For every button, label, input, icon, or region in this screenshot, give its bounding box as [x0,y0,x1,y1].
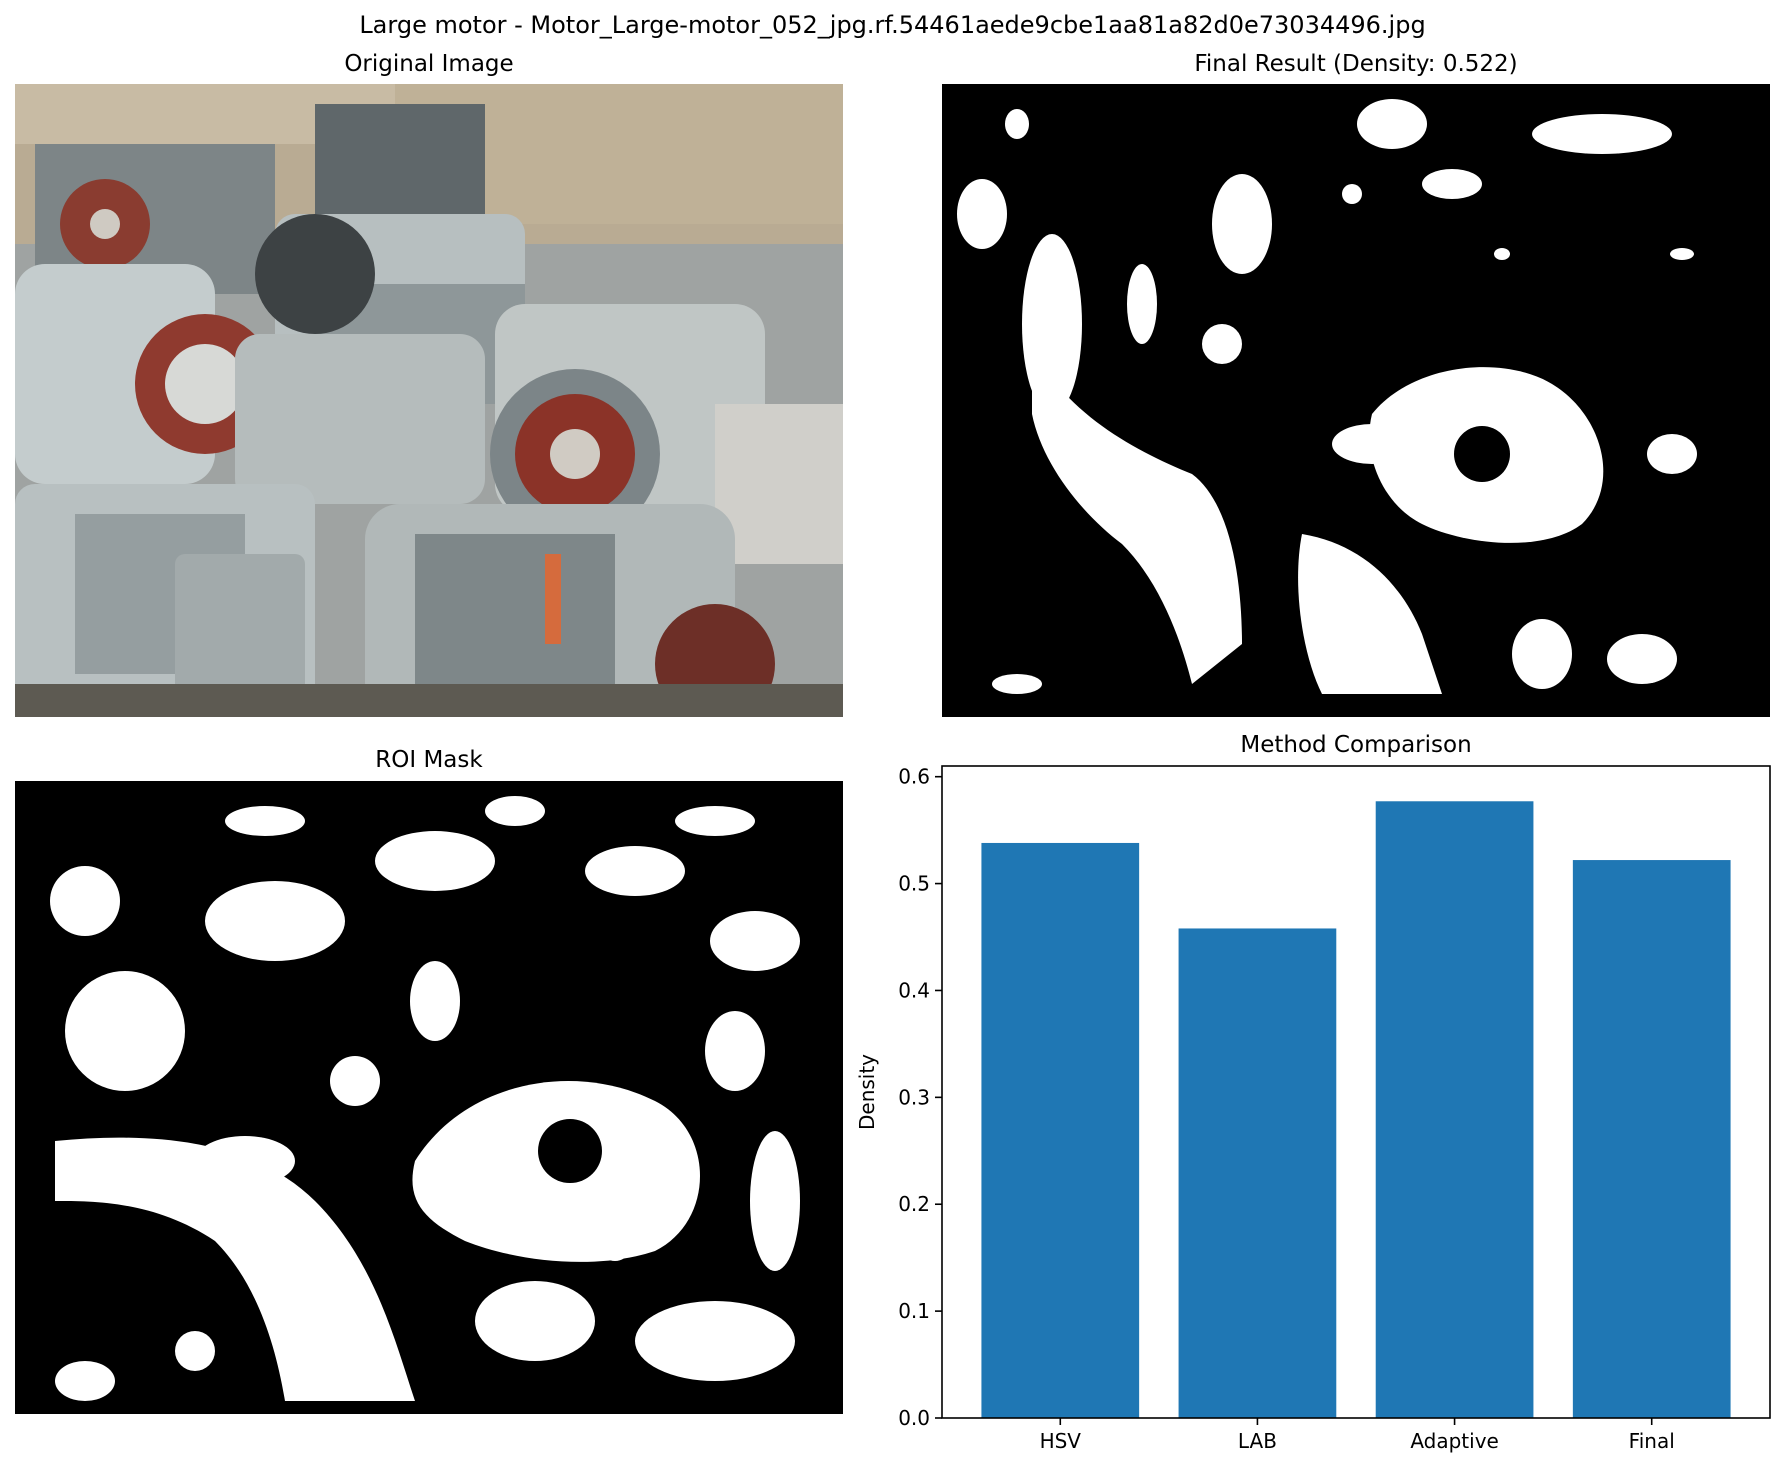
y-axis: 0.0 0.1 0.2 0.3 0.4 0.5 0.6 [898,765,942,1430]
method-comparison-chart: 0.0 0.1 0.2 0.3 0.4 0.5 0.6 HSV LAB Adaptive Fina… [855,765,1771,1453]
y-tick-label: 0.6 [898,765,930,789]
original-image [15,84,843,717]
bar-hsv [981,842,1140,1418]
figure-title: Large motor - Motor_Large-motor_052_jpg.… [359,11,1426,39]
y-tick-label: 0.1 [898,1299,930,1323]
y-tick-label: 0.3 [898,1085,930,1109]
x-tick-label: LAB [1238,1429,1277,1453]
roi-mask-title: ROI Mask [375,747,483,773]
x-tick-label: Adaptive [1410,1429,1499,1453]
motor-scrap-photo [15,84,843,717]
y-tick-label: 0.0 [898,1406,930,1430]
plot-frame [941,765,1771,1419]
x-axis: HSV LAB Adaptive Final [1040,1418,1675,1453]
bar-final [1572,860,1731,1418]
original-image-title: Original Image [344,51,514,77]
y-tick-label: 0.5 [898,872,930,896]
x-tick-label: HSV [1040,1429,1082,1453]
y-tick-label: 0.2 [898,1192,930,1216]
final-result-mask [942,84,1770,717]
chart-title: Method Comparison [1240,732,1472,758]
final-result-title: Final Result (Density: 0.522) [1194,51,1518,77]
final-mask-image [942,84,1770,717]
roi-mask [15,781,843,1414]
bar-group [981,801,1731,1418]
y-axis-label: Density [855,1054,879,1130]
bar-adaptive [1375,801,1534,1418]
roi-mask-image [15,781,843,1414]
y-tick-label: 0.4 [898,978,930,1002]
bar-lab [1178,928,1337,1418]
x-tick-label: Final [1629,1429,1675,1453]
